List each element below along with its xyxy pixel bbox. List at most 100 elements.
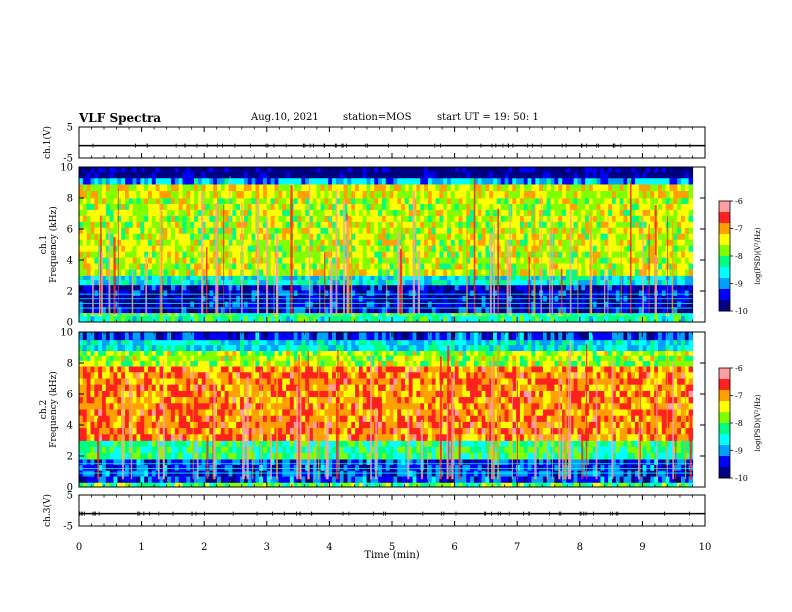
spectrogram-cell bbox=[542, 251, 548, 259]
spectrogram-cell bbox=[385, 257, 391, 264]
spectrogram-cell bbox=[121, 263, 126, 270]
spectrogram-cell bbox=[163, 459, 168, 466]
spectrogram-cell bbox=[297, 263, 302, 270]
colorbar-segment bbox=[719, 239, 730, 243]
spectrogram-cell bbox=[481, 315, 487, 323]
spectrogram-cell bbox=[316, 263, 322, 270]
spectrogram-cell bbox=[182, 482, 187, 488]
spectrogram-cell bbox=[351, 251, 356, 259]
spectrogram-cell bbox=[581, 482, 586, 488]
spectrogram-cell bbox=[508, 172, 513, 179]
spectrogram-cell bbox=[466, 167, 471, 173]
spectrogram-cell bbox=[105, 251, 111, 259]
spectrogram-cell bbox=[657, 482, 663, 488]
spectrogram-cell bbox=[274, 191, 279, 199]
spectrogram-cell bbox=[661, 245, 667, 253]
spectrogram-cell bbox=[351, 167, 356, 173]
spectrogram-cell bbox=[385, 459, 391, 466]
spectrogram-cell bbox=[450, 269, 456, 276]
spectrogram-cell bbox=[182, 177, 187, 185]
spectrogram-cell bbox=[389, 280, 394, 286]
spectrogram-cell bbox=[171, 290, 176, 297]
spectrogram-cell bbox=[94, 251, 99, 259]
spectrogram-cell bbox=[105, 290, 111, 297]
spectrogram-cell bbox=[236, 227, 241, 235]
spectrogram-cell bbox=[381, 167, 387, 173]
spectrogram-cell bbox=[385, 184, 391, 192]
spectrogram-cell bbox=[443, 284, 448, 291]
spectrogram-cell bbox=[247, 280, 253, 286]
spectrogram-cell bbox=[98, 459, 103, 466]
spectrogram-cell bbox=[263, 315, 268, 323]
spectrogram-cell bbox=[259, 257, 264, 264]
spectrogram-cell bbox=[232, 233, 237, 241]
spectrogram-cell bbox=[470, 284, 475, 291]
spectrogram-cell bbox=[516, 275, 521, 281]
spectrogram-cell bbox=[619, 482, 625, 488]
spectrogram-cell bbox=[592, 172, 598, 179]
spectrogram-cell bbox=[493, 307, 498, 314]
spectrogram-cell bbox=[608, 269, 613, 276]
spectrogram-cell bbox=[450, 284, 456, 291]
spectrogram-cell bbox=[531, 172, 536, 179]
spectrogram-cell bbox=[627, 251, 632, 259]
spectrogram-cell bbox=[569, 275, 575, 281]
spectrogram-cell bbox=[389, 177, 394, 185]
spectrogram-cell bbox=[347, 284, 352, 291]
spectrogram-cell bbox=[673, 215, 678, 223]
spectrogram-cell bbox=[489, 221, 494, 229]
spectrogram-cell bbox=[401, 275, 406, 281]
spectrogram-cell bbox=[577, 263, 582, 270]
spectrogram-cell bbox=[485, 482, 490, 488]
spectrogram-cell bbox=[358, 459, 364, 466]
spectrogram-cell bbox=[462, 280, 467, 286]
spectrogram-cell bbox=[397, 209, 402, 217]
spectrogram-cell bbox=[562, 191, 567, 199]
spectrogram-cell bbox=[332, 215, 337, 223]
spectrogram-cell bbox=[144, 209, 149, 217]
spectrogram-cell bbox=[688, 215, 694, 223]
spectrogram-cell bbox=[301, 482, 306, 488]
spectrogram-cell bbox=[431, 227, 437, 235]
spectrogram-cell bbox=[523, 209, 529, 217]
spectrogram-cell bbox=[205, 482, 210, 488]
spectrogram-cell bbox=[638, 257, 644, 264]
spectrogram-cell bbox=[569, 239, 575, 247]
spectrogram-cell bbox=[251, 284, 256, 291]
spectrogram-cell bbox=[197, 177, 203, 185]
spectrogram-cell bbox=[286, 221, 291, 229]
spectrogram-cell bbox=[167, 257, 172, 264]
spectrogram-cell bbox=[178, 215, 184, 223]
spectrogram-cell bbox=[236, 251, 241, 259]
spectrogram-cell bbox=[335, 315, 341, 323]
spectrogram-cell bbox=[247, 172, 253, 179]
spectrogram-cell bbox=[220, 482, 226, 488]
spectrogram-cell bbox=[351, 301, 356, 308]
spectrogram-cell bbox=[477, 203, 483, 211]
spectrogram-cell bbox=[642, 177, 648, 185]
spectrogram-cell bbox=[113, 275, 118, 281]
spectrogram-cell bbox=[293, 198, 299, 205]
spectrogram-cell bbox=[197, 263, 203, 270]
spectrogram-cell bbox=[182, 280, 187, 286]
spectrogram-cell bbox=[458, 209, 464, 217]
spectrogram-cell bbox=[535, 257, 540, 264]
spectrogram-cell bbox=[171, 233, 176, 241]
spectrogram-cell bbox=[581, 191, 586, 199]
spectrogram-cell bbox=[163, 307, 168, 314]
spectrogram-cell bbox=[351, 215, 356, 223]
spectrogram-cell bbox=[393, 239, 398, 247]
spectrogram-cell bbox=[320, 209, 325, 217]
spectrogram-cell bbox=[132, 177, 138, 185]
spectrogram-cell bbox=[634, 269, 640, 276]
spectrogram-cell bbox=[113, 177, 118, 185]
spectrogram-cell bbox=[431, 203, 437, 211]
spectrogram-cell bbox=[381, 184, 387, 192]
spectrogram-cell bbox=[301, 315, 306, 323]
spectrogram-cell bbox=[347, 215, 352, 223]
spectrogram-cell bbox=[473, 290, 479, 297]
spectrogram-cell bbox=[608, 209, 613, 217]
spectrogram-cell bbox=[542, 284, 548, 291]
spectrogram-cell bbox=[496, 172, 502, 179]
spectrogram-cell bbox=[358, 198, 364, 205]
